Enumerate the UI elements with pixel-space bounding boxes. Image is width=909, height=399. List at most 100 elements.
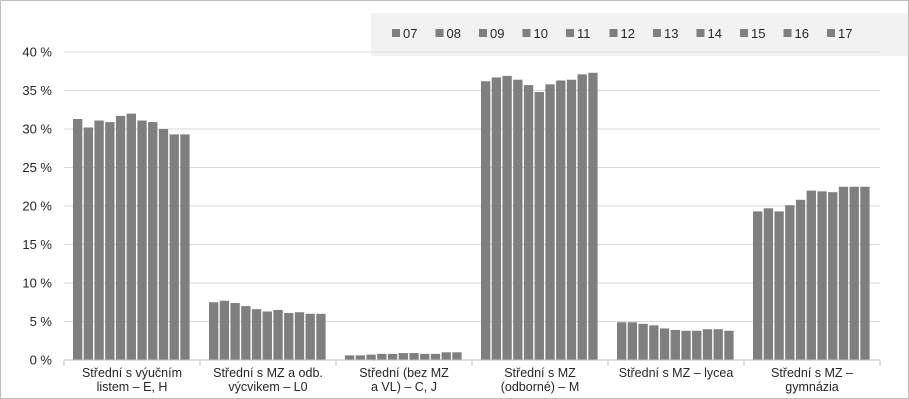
bar (398, 353, 408, 360)
bar (273, 309, 283, 360)
bar (534, 92, 544, 360)
legend-swatch (479, 29, 487, 37)
legend-item: 08 (435, 26, 461, 41)
bar (115, 115, 126, 360)
bar (251, 309, 262, 360)
legend-swatch (435, 29, 444, 37)
bar (785, 205, 795, 360)
x-tick-label: Střední s MZ (odborné) – M (501, 366, 580, 394)
bar (502, 75, 512, 361)
bar (452, 352, 462, 360)
x-tick-label: Střední s MZ a odb. výcvikem – L0 (213, 366, 323, 394)
legend-swatch (740, 29, 748, 37)
y-tick-label: 0 % (30, 353, 53, 368)
legend-swatch (522, 29, 531, 37)
bar (305, 313, 315, 360)
bar (795, 199, 806, 360)
bar (566, 79, 577, 360)
y-tick-label: 15 % (22, 237, 52, 252)
y-tick-label: 10 % (22, 276, 52, 291)
bar (817, 191, 827, 360)
y-tick-label: 5 % (30, 314, 53, 329)
bar (137, 120, 147, 360)
legend-label: 09 (490, 26, 504, 41)
legend-swatch (609, 29, 618, 37)
bar (420, 353, 430, 360)
bar (556, 80, 566, 361)
bar (681, 330, 691, 360)
bar-group (481, 72, 598, 361)
bar (355, 355, 366, 360)
legend-item: 11 (566, 26, 591, 41)
bar (617, 322, 627, 360)
legend-label: 15 (751, 26, 765, 41)
legend-swatch (827, 29, 835, 37)
legend-label: 14 (708, 26, 722, 41)
y-axis: 0 % 5 % 10 % 15 % 20 % 25 % 30 % 35 % 40 % (22, 45, 52, 368)
bar (481, 81, 491, 360)
legend-label: 08 (447, 26, 461, 41)
bar-group (73, 113, 190, 361)
bar (294, 312, 305, 360)
bar (316, 313, 326, 360)
bar (94, 120, 104, 360)
bar (849, 186, 859, 360)
bar (209, 302, 219, 360)
legend-label: 12 (621, 26, 635, 41)
legend-swatch (783, 29, 792, 37)
bar (441, 352, 451, 360)
legend-item: 12 (609, 26, 635, 41)
bar (430, 353, 441, 360)
bars (73, 72, 870, 361)
x-tick-label: Střední s MZ – gymnázia (771, 366, 853, 394)
x-tick-label: Střední (bez MZ a VL) – C, J (359, 366, 449, 394)
x-tick-label-line: (odborné) – M (501, 380, 580, 394)
bar (638, 323, 648, 360)
bar (577, 74, 587, 360)
x-tick-label-line: Střední s MZ – (771, 366, 853, 380)
legend-label: 13 (664, 26, 678, 41)
bar (105, 122, 115, 360)
legend-swatch (392, 29, 400, 37)
bar (180, 134, 190, 360)
x-tick-label: Střední s výučním listem – E, H (82, 366, 182, 394)
bar (158, 129, 169, 360)
bar (230, 303, 240, 360)
bar-group (209, 300, 326, 360)
bar (345, 355, 355, 360)
bar (545, 84, 555, 360)
legend-label: 17 (838, 26, 852, 41)
bar (763, 208, 774, 360)
legend-item: 14 (696, 26, 722, 41)
legend-swatch (696, 29, 705, 37)
bar-group (617, 322, 734, 360)
bar (659, 328, 670, 360)
bar (284, 313, 294, 360)
bar (219, 300, 230, 360)
x-tick-label-line: Střední s MZ – lycea (619, 366, 734, 380)
legend-item: 07 (392, 26, 417, 41)
bar (491, 77, 502, 360)
bar (753, 211, 763, 360)
y-tick-label: 20 % (22, 199, 52, 214)
bar (670, 329, 680, 360)
bar (692, 330, 702, 360)
gridlines (64, 51, 880, 322)
y-tick-label: 40 % (22, 45, 52, 60)
legend-label: 11 (577, 26, 591, 41)
bar (713, 329, 723, 360)
bar (702, 329, 713, 360)
bar (774, 211, 784, 360)
legend-item: 13 (653, 26, 678, 41)
legend-item: 09 (479, 26, 504, 41)
x-tick-label-line: výcvikem – L0 (228, 380, 307, 394)
x-tick-label-line: Střední (bez MZ (359, 366, 449, 380)
bar (387, 353, 398, 360)
legend-label: 16 (795, 26, 809, 41)
bar (838, 186, 849, 360)
bar (588, 72, 598, 360)
bar (828, 192, 838, 360)
legend-background (371, 13, 908, 56)
bar (627, 322, 638, 360)
